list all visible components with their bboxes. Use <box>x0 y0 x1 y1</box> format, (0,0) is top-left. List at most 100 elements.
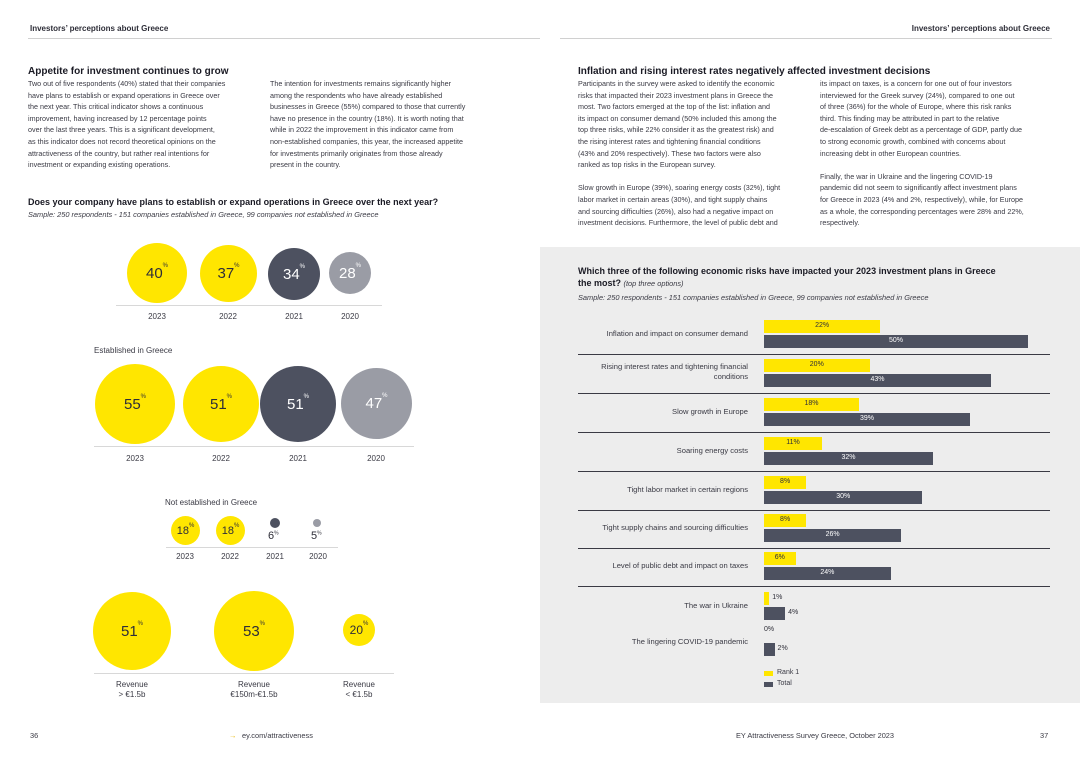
year-label: 2022 <box>219 312 237 321</box>
right-column-2: its impact on taxes, is a concern for on… <box>820 79 1024 228</box>
category-label: The war in Ukraine <box>684 601 748 610</box>
established-label: Established in Greece <box>94 346 173 355</box>
bar-total <box>764 452 933 465</box>
value-label-rank1: 20% <box>809 361 824 368</box>
baseline-overall <box>116 305 382 306</box>
header-divider-left <box>28 38 540 39</box>
baseline-not-established <box>166 547 338 548</box>
bar-total <box>764 491 923 504</box>
bar-total <box>764 607 786 620</box>
header-right-title: Investors’ perceptions about Greece <box>911 24 1050 33</box>
right-sample: Sample: 250 respondents - 151 companies … <box>578 293 929 302</box>
bubble-revenue-mid: 53% <box>214 591 294 671</box>
right-question-line-2: the most? (top three options) <box>578 278 684 288</box>
year-label: 2022 <box>212 454 230 463</box>
category-label: Inflation and impact on consumer demand <box>606 329 748 338</box>
value-label-total: 26% <box>825 531 840 538</box>
bubble-not-established-2023: 18% <box>171 516 200 545</box>
baseline-revenue <box>94 673 394 674</box>
bar-total <box>764 413 970 426</box>
year-label: 2020 <box>341 312 359 321</box>
bar-rank1 <box>764 592 770 605</box>
left-question: Does your company have plans to establis… <box>28 197 439 207</box>
bubble-established-2023: 55% <box>95 364 175 444</box>
left-sample: Sample: 250 respondents - 151 companies … <box>28 210 379 219</box>
category-label: Soaring energy costs <box>676 446 748 455</box>
right-heading: Inflation and rising interest rates nega… <box>578 66 931 77</box>
legend-total: Total <box>777 680 792 687</box>
not-established-label: Not established in Greece <box>165 498 258 507</box>
value-label-total: 39% <box>859 415 874 422</box>
bar-rank1 <box>764 320 881 333</box>
bar-rank1 <box>764 476 807 489</box>
bubble-revenue-small: 20% <box>343 614 375 646</box>
legend-swatch-total <box>764 682 773 687</box>
bar-total <box>764 335 1028 348</box>
bar-total <box>764 643 775 656</box>
category-label: Rising interest rates and tightening fin… <box>601 362 748 381</box>
value-label-rank1: 11% <box>786 439 800 446</box>
value-label-rank1: 8% <box>780 516 791 523</box>
revenue-label: Revenue > €1.5b <box>115 680 149 699</box>
bubble-established-2020: 47% <box>341 368 412 439</box>
bar-rank1 <box>764 514 807 527</box>
header-left-title: Investors’ perceptions about Greece <box>30 24 169 33</box>
value-label-rank1: 1% <box>772 594 783 601</box>
value-label-rank1: 18% <box>804 400 819 407</box>
value-label-rank1: 8% <box>780 478 791 485</box>
value-label-total: 32% <box>841 454 856 461</box>
year-label: 2023 <box>176 552 194 561</box>
bubble-overall-2020: 28% <box>329 252 371 294</box>
bar-total <box>764 529 902 542</box>
row-divider <box>578 471 1050 472</box>
year-label: 2022 <box>221 552 239 561</box>
bubble-overall-2021: 34% <box>268 248 320 300</box>
bubble-established-2021: 51% <box>260 366 336 442</box>
year-label: 2021 <box>266 552 284 561</box>
year-label: 2020 <box>309 552 327 561</box>
page-number-right: 37 <box>1040 731 1049 740</box>
row-divider <box>578 393 1050 394</box>
value-label-total: 24% <box>820 569 835 576</box>
year-label: 2021 <box>289 454 307 463</box>
footer-link[interactable]: ey.com/attractiveness <box>242 731 313 740</box>
bar-rank1 <box>764 359 870 372</box>
category-label: The lingering COVID-19 pandemic <box>631 637 748 646</box>
bar-total <box>764 374 992 387</box>
revenue-label: Revenue €150m-€1.5b <box>230 680 278 699</box>
revenue-label: Revenue < €1.5b <box>342 680 376 699</box>
value-label-total: 2% <box>777 645 788 652</box>
row-divider <box>578 510 1050 511</box>
baseline-established <box>94 446 414 447</box>
bubble-overall-2023: 40% <box>127 243 187 303</box>
bubble-not-established-2020 <box>313 519 321 527</box>
legend-swatch-rank1 <box>764 671 773 676</box>
value-not-established-2020: 5% <box>311 530 322 542</box>
legend-rank1: Rank 1 <box>777 669 800 676</box>
header-divider-right <box>560 38 1052 39</box>
bubble-overall-2022: 37% <box>200 245 257 302</box>
bubble-revenue-large: 51% <box>93 592 171 670</box>
year-label: 2021 <box>285 312 303 321</box>
category-label: Tight labor market in certain regions <box>627 485 748 494</box>
value-label-rank1: 0% <box>764 626 775 633</box>
value-label-total: 43% <box>870 376 885 383</box>
value-label-rank1: 6% <box>774 554 785 561</box>
right-question-line-1: Which three of the following economic ri… <box>578 266 996 276</box>
right-column-1: Participants in the survey were asked to… <box>578 79 781 228</box>
chart-panel <box>540 247 1080 703</box>
bar-rank1 <box>764 437 823 450</box>
bubble-not-established-2021 <box>270 518 280 528</box>
category-label: Level of public debt and impact on taxes <box>612 561 748 570</box>
year-label: 2023 <box>148 312 166 321</box>
year-label: 2023 <box>126 454 144 463</box>
bar-rank1 <box>764 398 860 411</box>
footer-survey-title: EY Attractiveness Survey Greece, October… <box>736 731 895 740</box>
row-divider <box>578 548 1050 549</box>
value-label-total: 4% <box>788 609 799 616</box>
category-label: Slow growth in Europe <box>672 407 748 416</box>
left-paragraph-1: Two out of five respondents (40%) stated… <box>28 79 226 170</box>
value-label-total: 30% <box>836 493 851 500</box>
row-divider <box>578 586 1050 587</box>
left-heading: Appetite for investment continues to gro… <box>28 66 229 77</box>
